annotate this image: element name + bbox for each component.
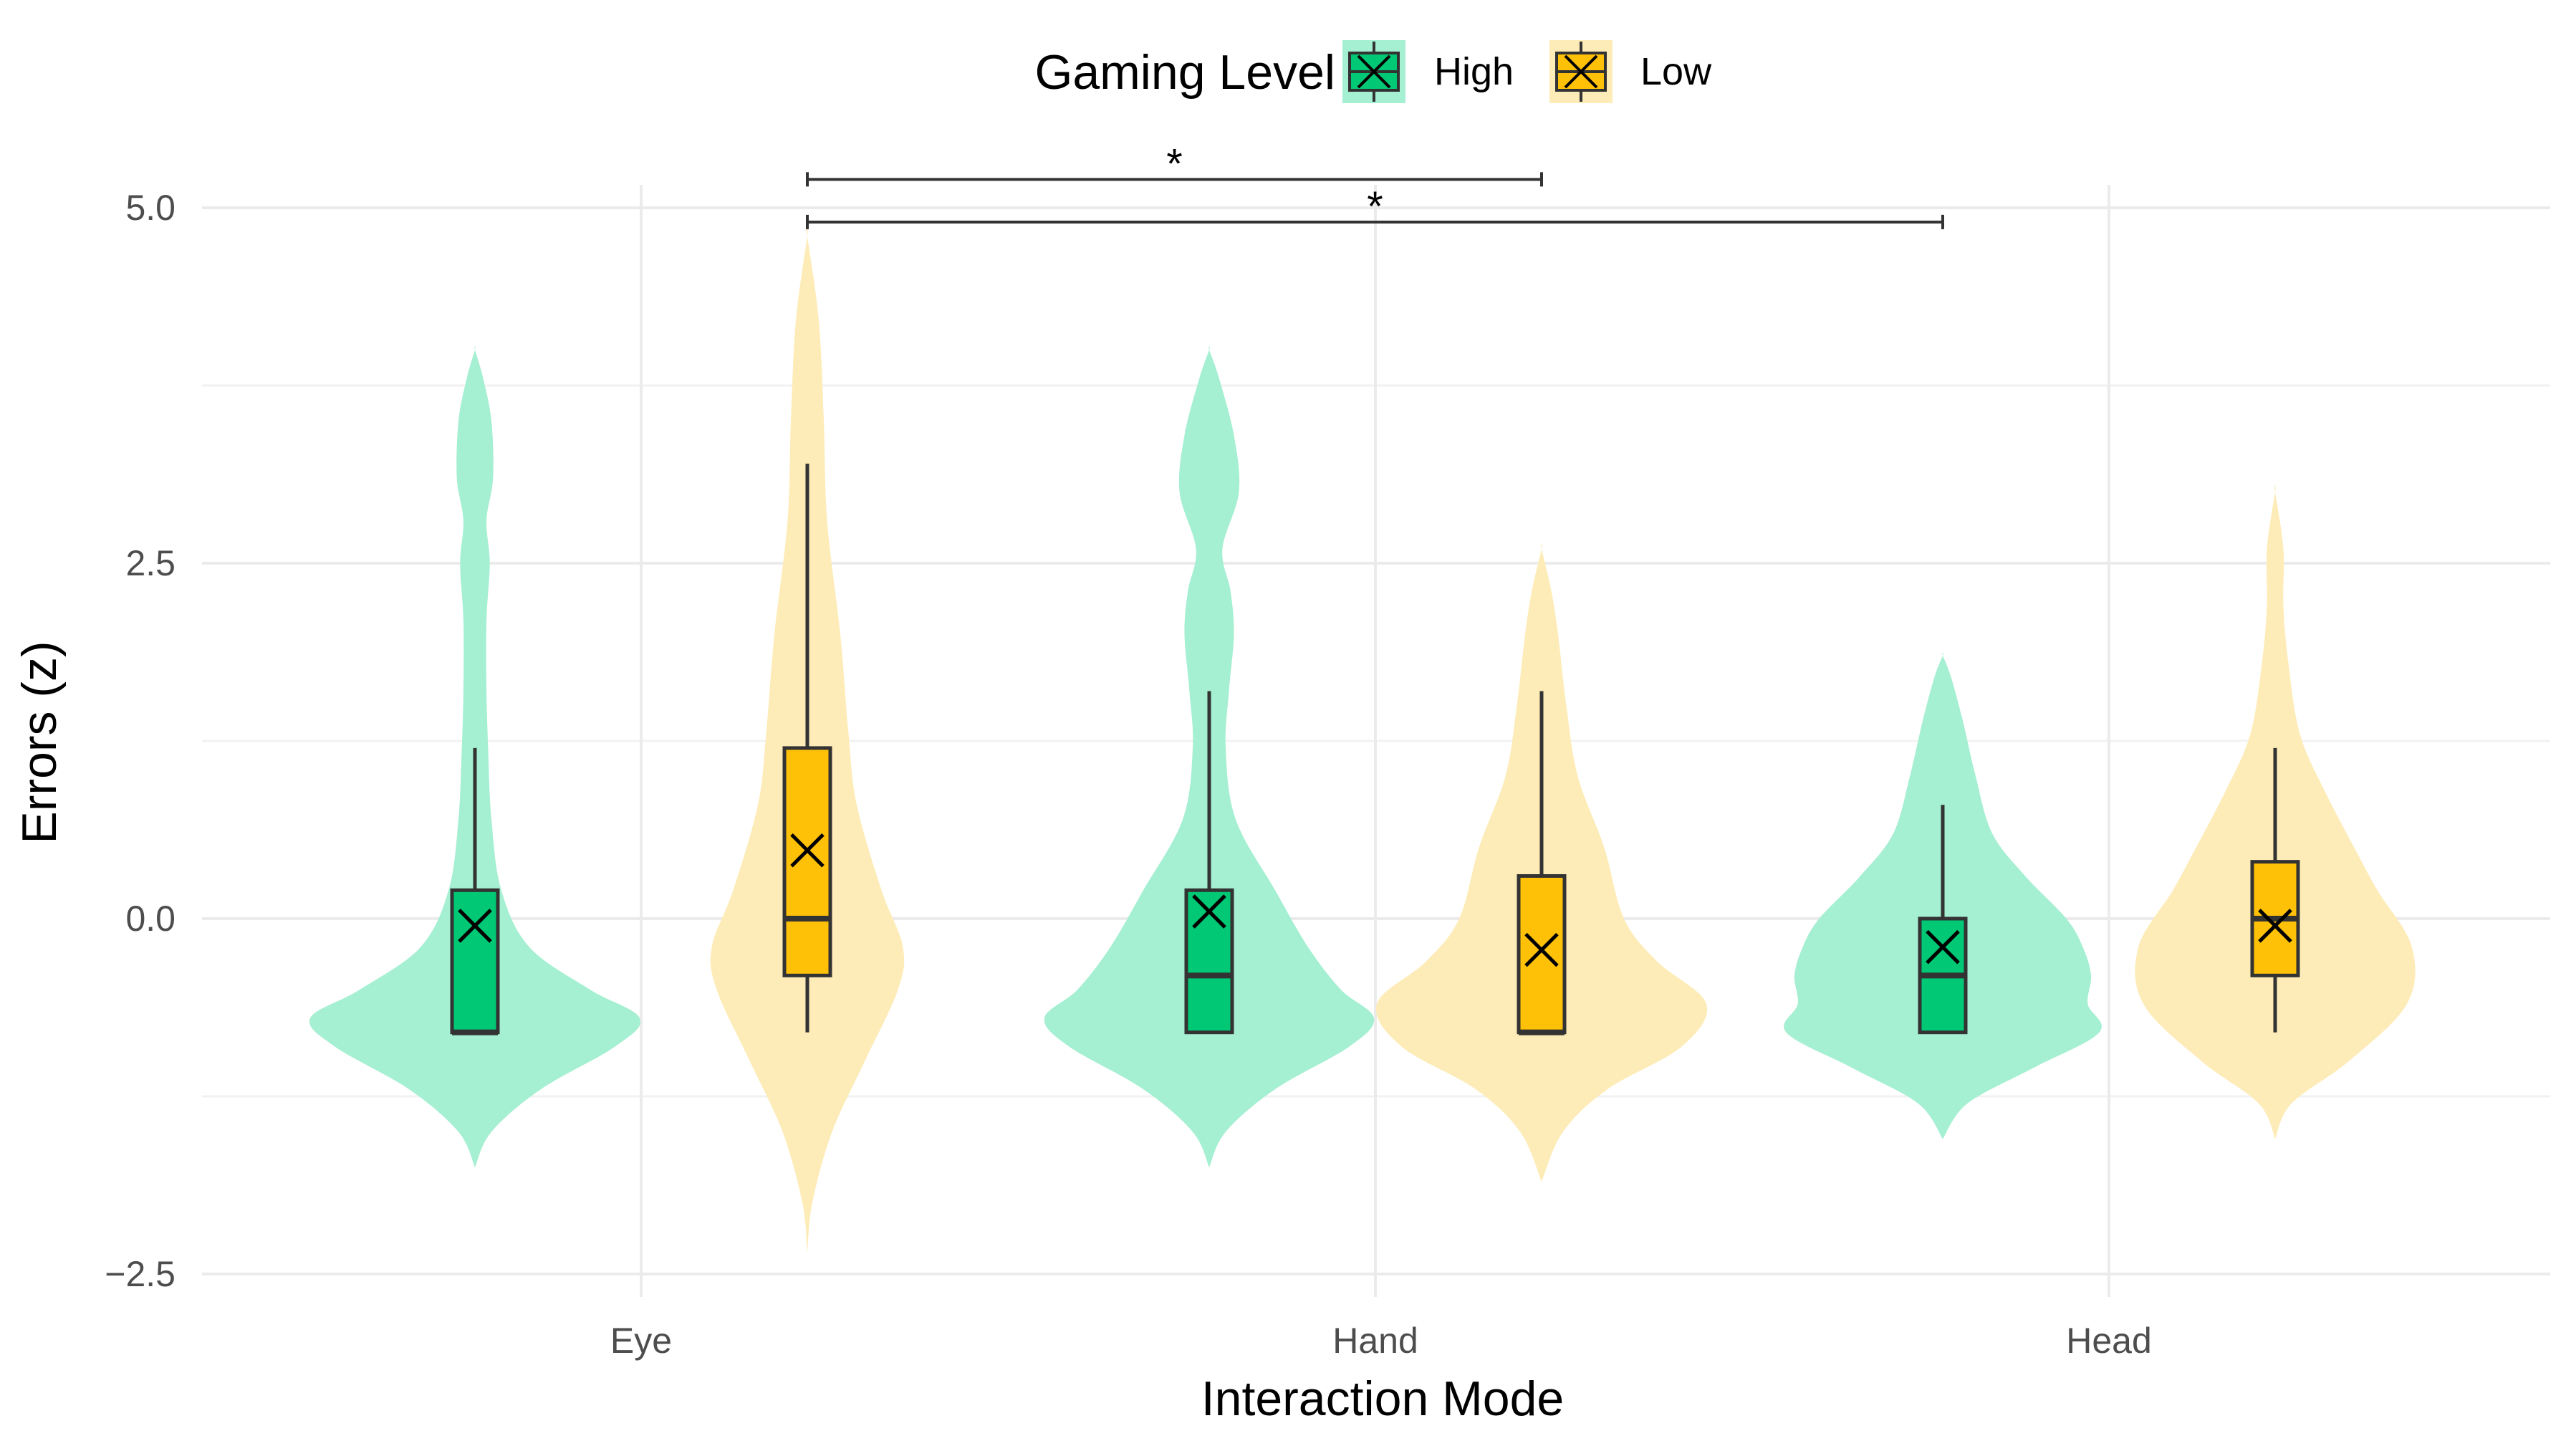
y-tick-label: 2.5 (125, 543, 176, 583)
mean-marker-low-eye (790, 833, 825, 868)
y-tick-label: 0.0 (125, 899, 176, 939)
mean-marker-low-head (2258, 909, 2292, 943)
significance-bracket-2: * (806, 183, 1944, 230)
legend-key-cross (1357, 54, 1391, 89)
mean-marker-high-eye (458, 909, 492, 943)
boxplots (450, 464, 2300, 1035)
y-tick-label: −2.5 (105, 1254, 176, 1294)
significance-star: * (1367, 183, 1383, 230)
x-tick-label-head: Head (2066, 1321, 2152, 1361)
axes: Errors (z) Interaction Mode −2.5 0.0 2.5 5.… (12, 188, 2152, 1426)
significance-star: * (1166, 140, 1183, 187)
mean-marker-low-hand (1524, 932, 1559, 967)
x-tick-label-hand: Hand (1332, 1321, 1418, 1361)
box-high-eye (450, 888, 500, 1035)
gridlines (202, 185, 2550, 1297)
mean-cross-stroke (1192, 894, 1226, 929)
significance-bracket-1: * (806, 140, 1543, 187)
mean-cross-stroke (1524, 932, 1559, 967)
legend-title: Gaming Level (1034, 45, 1335, 100)
mean-marker-high-hand (1192, 894, 1226, 929)
y-tick-label: 5.0 (125, 188, 176, 228)
y-axis-title: Errors (z) (12, 641, 67, 843)
legend-label-high: High (1434, 50, 1514, 93)
mean-cross-stroke (2258, 909, 2292, 943)
legend-key-cross (1564, 54, 1598, 89)
box-low-eye (782, 746, 832, 977)
mean-cross-stroke (458, 909, 492, 943)
legend-label-low: Low (1640, 50, 1712, 93)
x-tick-label-eye: Eye (610, 1321, 672, 1361)
legend-key-high (1342, 40, 1405, 103)
legend: Gaming Level High Low (1034, 40, 1712, 103)
box-high-hand (1184, 888, 1234, 1035)
box-low-hand (1517, 873, 1567, 1035)
mean-cross-stroke (790, 833, 825, 868)
mean-marker-high-head (1926, 929, 1960, 964)
significance-annotations: ** (806, 140, 1944, 230)
mean-cross-stroke (1926, 929, 1960, 964)
violins (309, 225, 2416, 1253)
x-axis-title: Interaction Mode (1201, 1371, 1565, 1426)
legend-key-low (1549, 40, 1613, 103)
